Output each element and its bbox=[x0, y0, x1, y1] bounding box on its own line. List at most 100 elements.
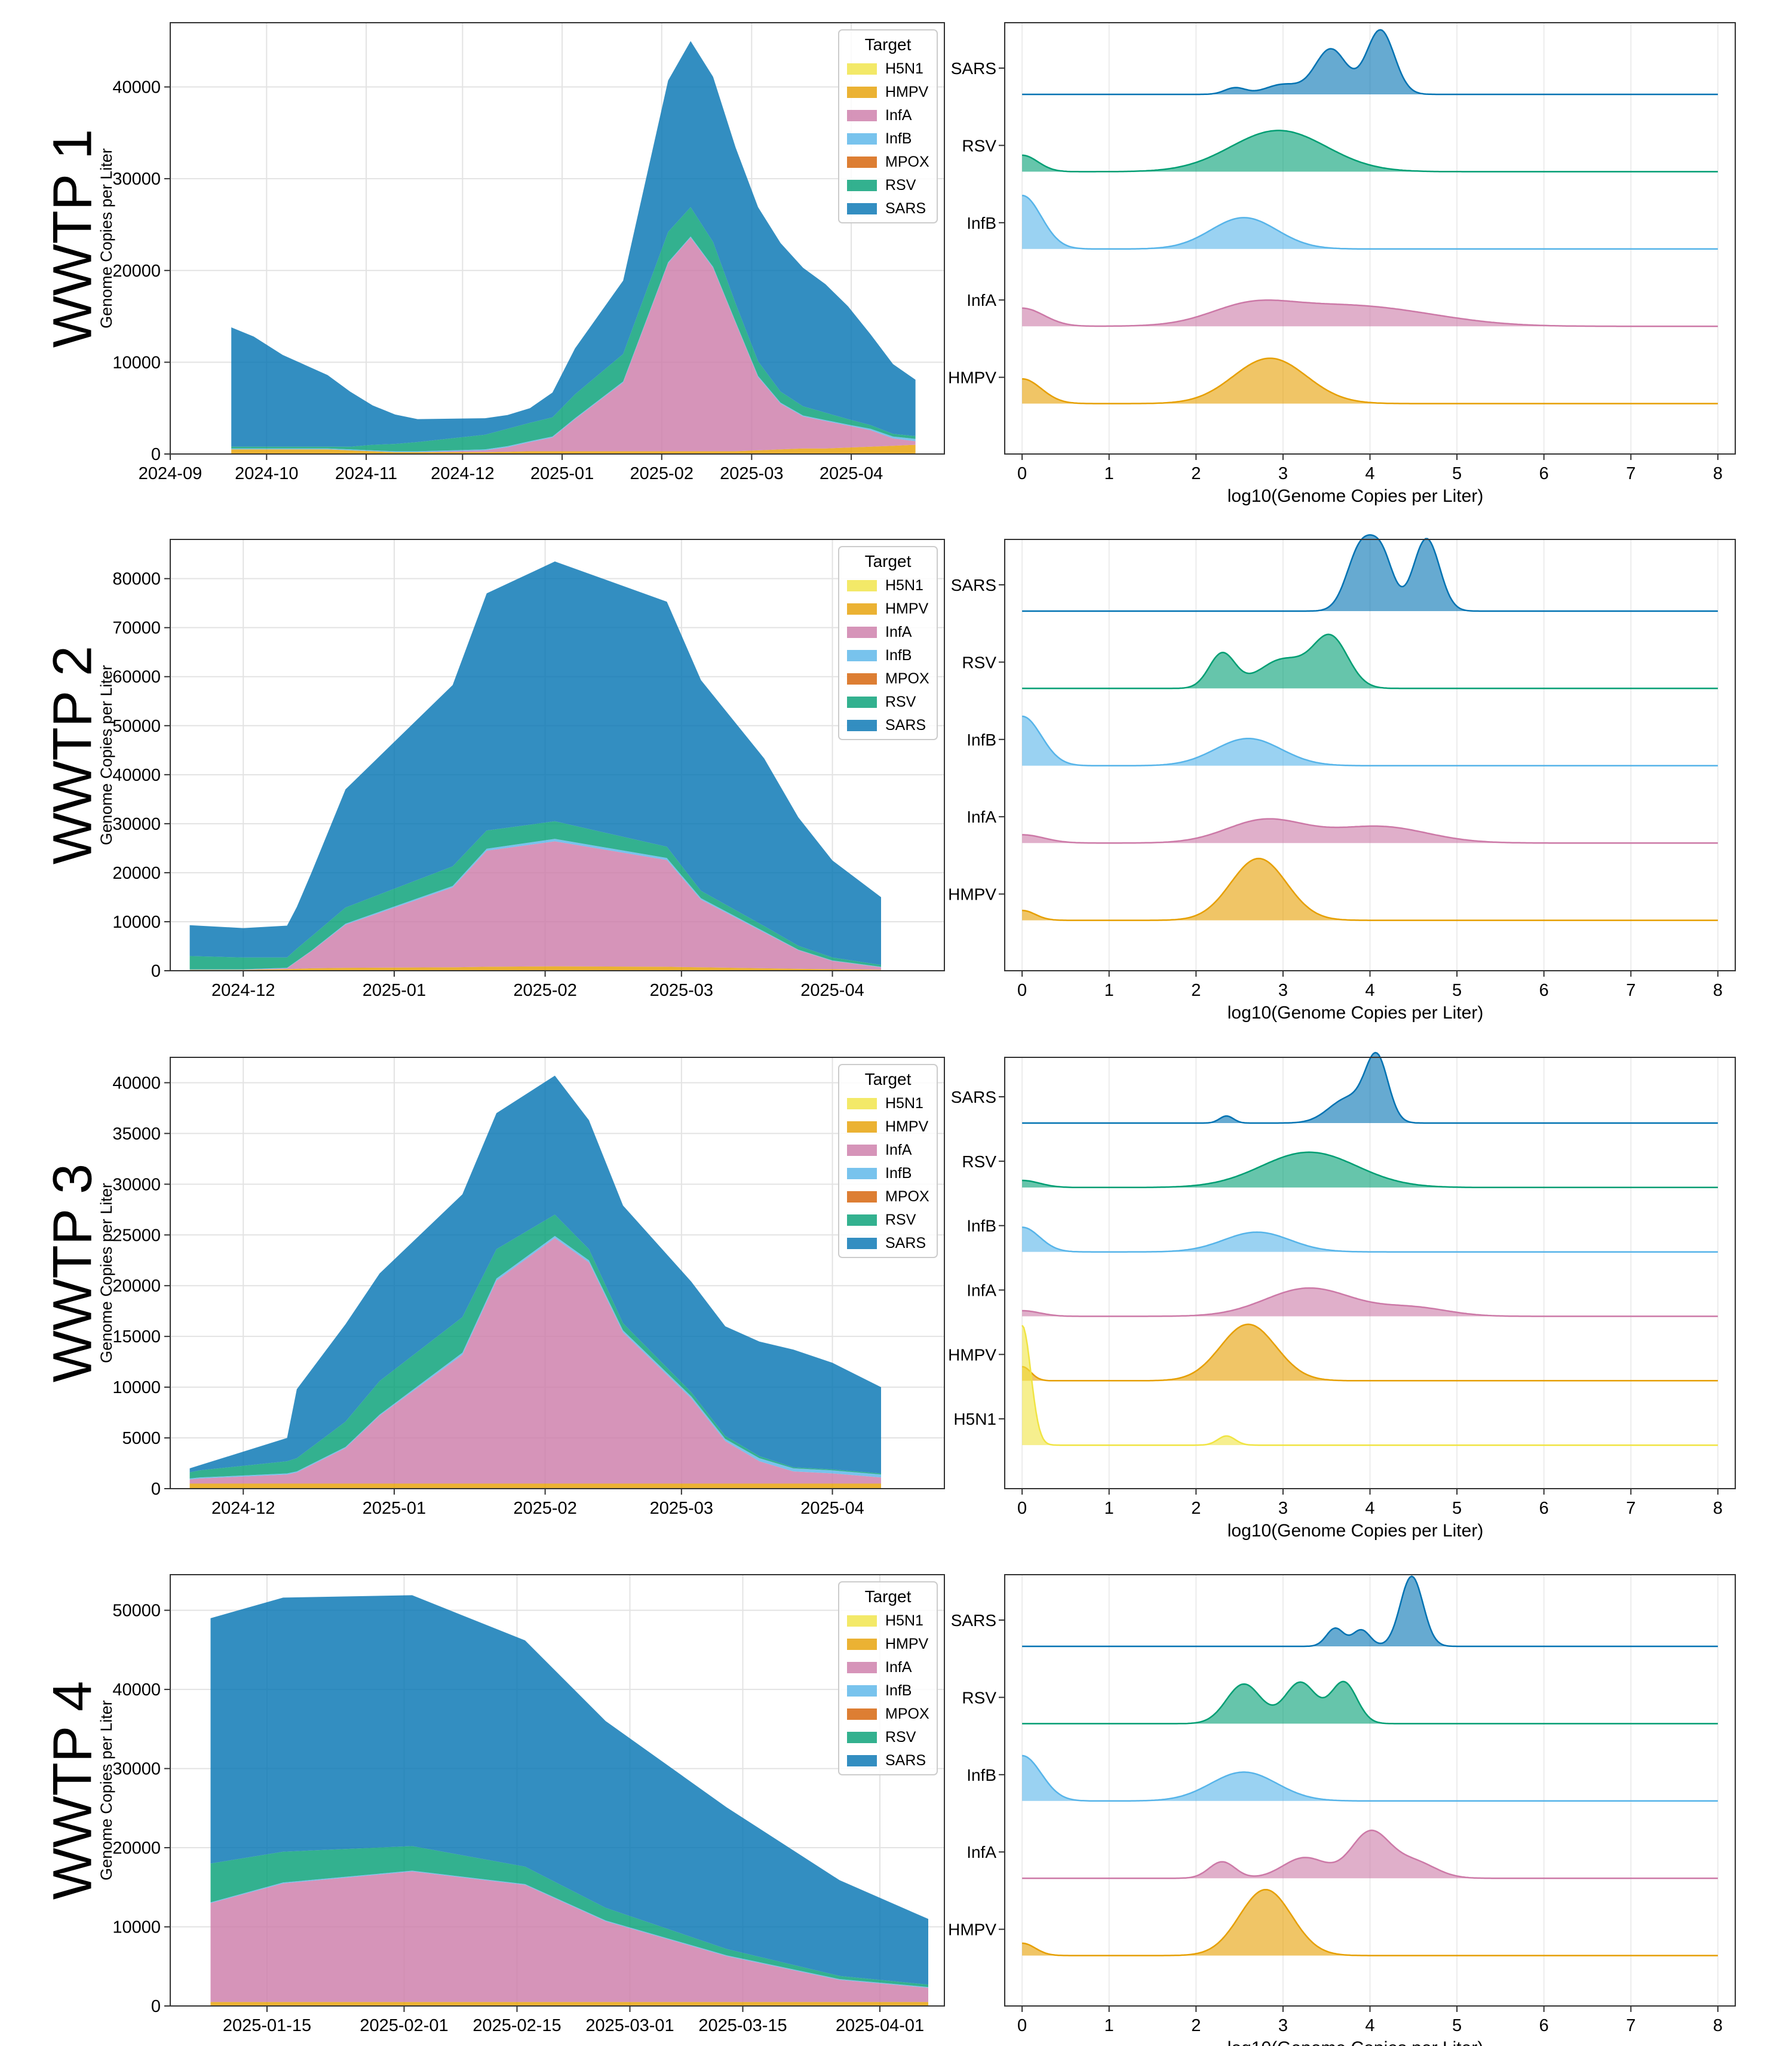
x-tick-label: 4 bbox=[1365, 2016, 1374, 2035]
row-label-wwtp-1: WWTP 1 bbox=[42, 129, 103, 348]
ridge-line-hmpv bbox=[1022, 1888, 1718, 1956]
x-tick-label: 2 bbox=[1191, 464, 1201, 483]
x-tick-label: 5 bbox=[1452, 464, 1462, 483]
ridge-label-sars: SARS bbox=[951, 1088, 996, 1106]
y-tick-label: 35000 bbox=[112, 1124, 161, 1143]
plot-frame bbox=[170, 22, 945, 455]
y-axis-label: Genome Copies per Liter bbox=[97, 1183, 115, 1363]
x-tick-label: 4 bbox=[1365, 1499, 1374, 1518]
x-tick-label: 2024-12 bbox=[211, 1499, 275, 1518]
ridgeline-chart-wwtp-2: SARS RSV InfB InfA HMPV 0 1 2 3 4 5 6 7 8 log10(Genome… bbox=[948, 534, 1736, 1023]
x-tick-label: 8 bbox=[1713, 981, 1723, 1000]
y-tick-label: 15000 bbox=[112, 1327, 161, 1346]
ridge-label-rsv: RSV bbox=[962, 136, 996, 155]
ridgeline-chart-wwtp-3: SARS RSV InfB InfA HMPV H5N1 0 1 2 3 4 5 6 7 8 log10(Ge… bbox=[948, 1051, 1736, 1541]
x-tick-label: 0 bbox=[1017, 981, 1027, 1000]
legend-label-sars: SARS bbox=[885, 1752, 926, 1769]
ridgeline-chart-wwtp-1: SARS RSV InfB InfA HMPV 0 1 2 3 4 5 6 7 8 log10(Genome… bbox=[948, 22, 1736, 506]
x-tick-label: 2025-04-01 bbox=[836, 2016, 924, 2035]
legend-label-h5n1: H5N1 bbox=[885, 1612, 923, 1629]
legend-label-rsv: RSV bbox=[885, 1729, 916, 1746]
stacked-area-chart-wwtp-2: 0 10000 20000 30000 40000 50000 60000 70000 8000… bbox=[97, 539, 945, 1000]
x-tick-label: 2024-09 bbox=[139, 464, 202, 483]
legend-swatch-h5n1 bbox=[847, 1098, 877, 1109]
legend-box bbox=[838, 546, 938, 740]
ridge-label-hmpv: HMPV bbox=[948, 1345, 996, 1364]
y-tick-label: 0 bbox=[151, 962, 161, 981]
y-tick-label: 30000 bbox=[112, 1760, 161, 1779]
stacked-area-chart-wwtp-1: 0 10000 20000 30000 40000 2024-09 2024-10 2024-… bbox=[97, 22, 945, 483]
ridge-label-infa: InfA bbox=[966, 1843, 996, 1861]
ridge-label-infa: InfA bbox=[966, 808, 996, 826]
area-sars bbox=[231, 41, 916, 447]
legend-label-hmpv: HMPV bbox=[885, 600, 929, 617]
plot-frame bbox=[170, 539, 945, 971]
legend-label-mpox: MPOX bbox=[885, 1188, 929, 1205]
ridge-line-hmpv bbox=[1022, 857, 1718, 921]
area-infa bbox=[189, 1238, 882, 1484]
y-tick-label: 10000 bbox=[112, 353, 161, 372]
ridge-fill-infa bbox=[1022, 300, 1718, 327]
y-tick-label: 10000 bbox=[112, 1918, 161, 1937]
x-tick-label: 6 bbox=[1539, 2016, 1549, 2035]
ridge-line-rsv bbox=[1022, 1151, 1718, 1189]
ridge-line-infb bbox=[1021, 1754, 1718, 1802]
ridge-label-sars: SARS bbox=[951, 1611, 996, 1630]
x-tick-label: 1 bbox=[1104, 2016, 1114, 2035]
legend-label-h5n1: H5N1 bbox=[885, 577, 923, 594]
area-rsv bbox=[231, 207, 916, 452]
y-tick-label: 80000 bbox=[112, 570, 161, 589]
legend-swatch-sars bbox=[847, 720, 877, 731]
stacked-area-chart-wwtp-4: 0 10000 20000 30000 40000 50000 2025-01-15 2025… bbox=[97, 1574, 945, 2035]
y-axis-label: Genome Copies per Liter bbox=[97, 1700, 115, 1881]
y-axis-label: Genome Copies per Liter bbox=[97, 148, 115, 329]
x-tick-label: 2025-01-15 bbox=[223, 2016, 311, 2035]
ridge-line-infa bbox=[1022, 1829, 1718, 1879]
legend-swatch-infa bbox=[847, 1662, 877, 1673]
x-tick-label: 2025-02-15 bbox=[472, 2016, 561, 2035]
stacked-area-chart-wwtp-3: 0 5000 10000 15000 20000 25000 30000 35000 40000… bbox=[97, 1057, 945, 1518]
ridge-label-infa: InfA bbox=[966, 291, 996, 309]
ridge-line-sars bbox=[1022, 534, 1718, 612]
row-label-wwtp-2: WWTP 2 bbox=[42, 646, 103, 864]
area-rsv bbox=[210, 1846, 928, 1987]
legend-label-infb: InfB bbox=[885, 130, 912, 147]
ridge-line-rsv bbox=[1022, 1680, 1718, 1725]
x-tick-label: 4 bbox=[1365, 981, 1374, 1000]
legend-label-rsv: RSV bbox=[885, 177, 916, 194]
x-tick-label: 1 bbox=[1104, 464, 1114, 483]
ridge-line-sars bbox=[1022, 1051, 1718, 1124]
ridge-label-hmpv: HMPV bbox=[948, 369, 996, 387]
x-tick-label: 2024-12 bbox=[431, 464, 494, 483]
area-hmpv bbox=[210, 2002, 928, 2006]
ridge-line-infb bbox=[1021, 715, 1718, 767]
ridge-line-sars bbox=[1022, 29, 1718, 96]
x-tick-label: 0 bbox=[1017, 464, 1027, 483]
ridge-line-infa bbox=[1022, 818, 1718, 844]
plot-frame bbox=[170, 1574, 945, 2007]
ridge-fill-infa bbox=[1022, 818, 1718, 843]
x-tick-label: 2025-03-01 bbox=[585, 2016, 674, 2035]
x-tick-label: 0 bbox=[1017, 1499, 1027, 1518]
x-tick-label: 2025-03 bbox=[650, 1499, 713, 1518]
y-tick-label: 40000 bbox=[112, 766, 161, 785]
legend-label-hmpv: HMPV bbox=[885, 84, 929, 100]
ridge-line-sars bbox=[1022, 1575, 1718, 1648]
ridge-line-h5n1 bbox=[1021, 1324, 1718, 1446]
area-hmpv bbox=[189, 1483, 882, 1489]
legend: Target H5N1 HMPV InfA InfB MPOX RSV SARS bbox=[838, 1581, 938, 1775]
y-tick-label: 60000 bbox=[112, 668, 161, 687]
area-infa bbox=[189, 841, 882, 970]
x-tick-label: 6 bbox=[1539, 1499, 1549, 1518]
x-tick-label: 2025-04 bbox=[800, 1499, 864, 1518]
y-tick-label: 40000 bbox=[112, 1680, 161, 1700]
ridge-label-infa: InfA bbox=[966, 1281, 996, 1300]
x-tick-label: 2025-04 bbox=[800, 981, 864, 1000]
ridge-line-hmpv bbox=[1021, 1323, 1718, 1382]
area-infb bbox=[189, 1236, 882, 1480]
ridge-label-rsv: RSV bbox=[962, 653, 996, 671]
legend: Target H5N1 HMPV InfA InfB MPOX RSV SARS bbox=[838, 29, 938, 223]
ridge-label-infb: InfB bbox=[966, 1217, 996, 1235]
x-tick-label: 2 bbox=[1191, 1499, 1201, 1518]
